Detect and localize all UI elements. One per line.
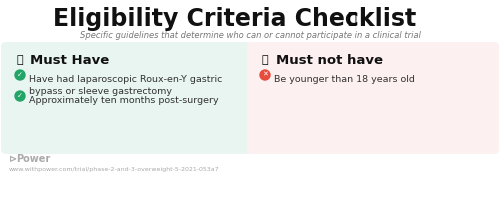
Text: ⊳: ⊳	[9, 154, 17, 164]
Text: ✓: ✓	[17, 93, 23, 99]
FancyBboxPatch shape	[247, 42, 499, 154]
Text: www.withpower.com/trial/phase-2-and-3-overweight-5-2021-053a7: www.withpower.com/trial/phase-2-and-3-ov…	[9, 166, 220, 172]
Text: ✕: ✕	[262, 72, 268, 78]
Text: Have had laparoscopic Roux-en-Y gastric
bypass or sleeve gastrectomy: Have had laparoscopic Roux-en-Y gastric …	[29, 75, 222, 96]
Text: Must not have: Must not have	[276, 54, 383, 66]
Circle shape	[260, 70, 270, 80]
Text: Specific guidelines that determine who can or cannot participate in a clinical t: Specific guidelines that determine who c…	[80, 31, 420, 41]
Text: Eligibility Criteria Checklist: Eligibility Criteria Checklist	[54, 7, 416, 31]
Text: Approximately ten months post-surgery: Approximately ten months post-surgery	[29, 96, 218, 105]
Text: 📋: 📋	[348, 12, 356, 27]
Circle shape	[15, 70, 25, 80]
Text: Must Have: Must Have	[30, 54, 109, 66]
Text: Power: Power	[16, 154, 50, 164]
Circle shape	[15, 91, 25, 101]
Text: ✓: ✓	[17, 72, 23, 78]
Text: Be younger than 18 years old: Be younger than 18 years old	[274, 75, 415, 84]
Text: 👍: 👍	[16, 55, 24, 65]
FancyBboxPatch shape	[1, 42, 251, 154]
Text: 👎: 👎	[262, 55, 268, 65]
